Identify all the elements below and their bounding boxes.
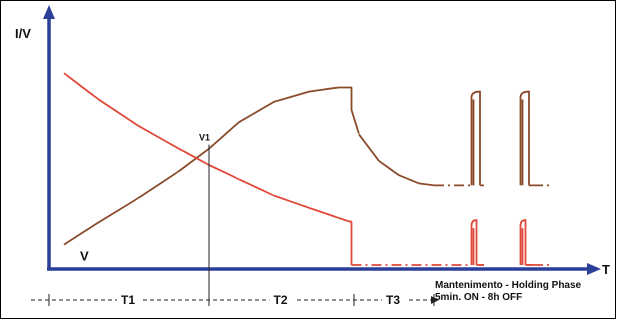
series-i-pulse-2	[519, 219, 533, 266]
series-v-curve	[63, 86, 435, 246]
v1-marker-label: V1	[199, 133, 210, 143]
y-axis-arrow-icon	[43, 5, 55, 19]
phase-label-bg-2	[269, 292, 296, 306]
series-v-pulse-2	[519, 90, 533, 187]
phase-label-t3: T3	[386, 293, 400, 307]
phase-label-t2: T2	[274, 293, 288, 307]
phase-label-bg-1	[117, 292, 143, 306]
y-axis-label: I/V	[15, 26, 31, 41]
x-axis-label: T	[602, 262, 610, 277]
series-i-curve	[63, 72, 353, 265]
curves-layer	[63, 72, 549, 266]
timeline-arrow-icon	[431, 296, 439, 304]
phase-label-bg-3	[382, 292, 408, 306]
phase-timeline	[31, 292, 439, 306]
series-i-pulse-1	[470, 219, 484, 266]
axes-layer	[43, 5, 601, 275]
chart-svg: I/V T V1 V T1 T2 T3 Mantenimento - Holdi…	[15, 5, 610, 307]
x-axis-arrow-icon	[587, 263, 601, 275]
holding-phase-note: Mantenimento - Holding Phase	[435, 280, 582, 291]
holding-phase-timing: 5min. ON - 8h OFF	[435, 292, 522, 303]
series-v-pulse-1	[470, 90, 484, 187]
series-label-v: V	[80, 249, 89, 264]
chart-frame: I/V T V1 V T1 T2 T3 Mantenimento - Holdi…	[0, 0, 616, 319]
phase-label-t1: T1	[121, 293, 135, 307]
